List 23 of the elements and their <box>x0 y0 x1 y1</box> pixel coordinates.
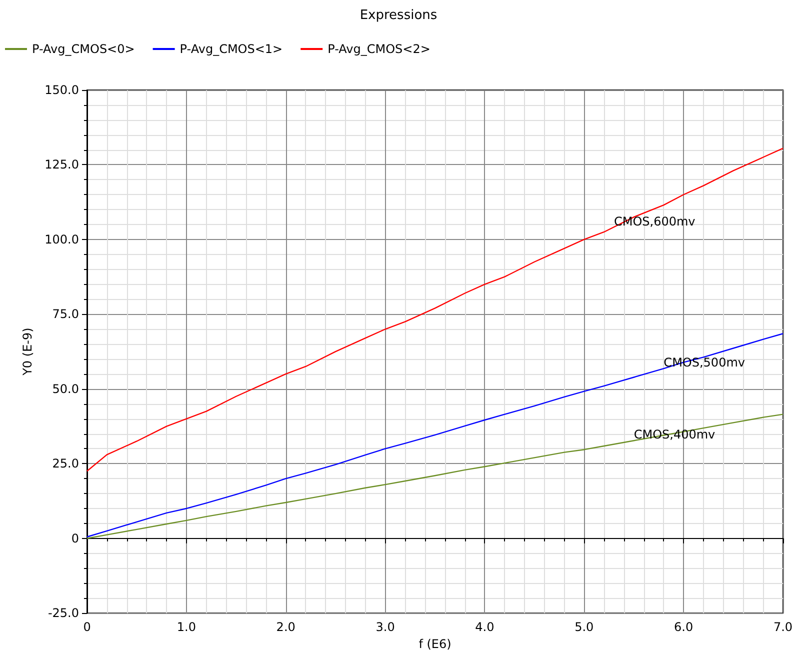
x-tick-label: 2.0 <box>276 620 296 634</box>
y-tick-label: 25.0 <box>52 456 79 471</box>
y-tick-label: 50.0 <box>52 382 79 396</box>
y-tick-label: 100.0 <box>44 232 79 246</box>
legend-label: P-Avg_CMOS<2> <box>328 42 430 56</box>
x-tick-label: 7.0 <box>773 620 793 634</box>
x-tick-label: 5.0 <box>574 620 594 634</box>
x-tick-label: 1.0 <box>176 620 196 634</box>
y-tick-label: -25.0 <box>48 606 79 620</box>
y-tick-label: 150.0 <box>44 83 79 97</box>
line-series <box>86 148 784 472</box>
chart-title: Expressions <box>360 8 438 23</box>
y-tick-label: 75.0 <box>52 307 79 322</box>
legend-label: P-Avg_CMOS<1> <box>180 42 283 56</box>
legend-label: P-Avg_CMOS<0> <box>32 42 135 56</box>
y-axis-title: Y0 (E-9) <box>20 328 35 376</box>
x-tick-label: 3.0 <box>376 620 395 634</box>
x-tick-label: 6.0 <box>674 620 694 634</box>
y-tick-label: 0 <box>71 531 79 546</box>
x-axis-title: f (E6) <box>418 637 452 651</box>
x-tick-label: 4.0 <box>475 620 494 634</box>
y-tick-label: 125.0 <box>44 158 79 172</box>
x-tick-label: 0 <box>83 620 91 634</box>
